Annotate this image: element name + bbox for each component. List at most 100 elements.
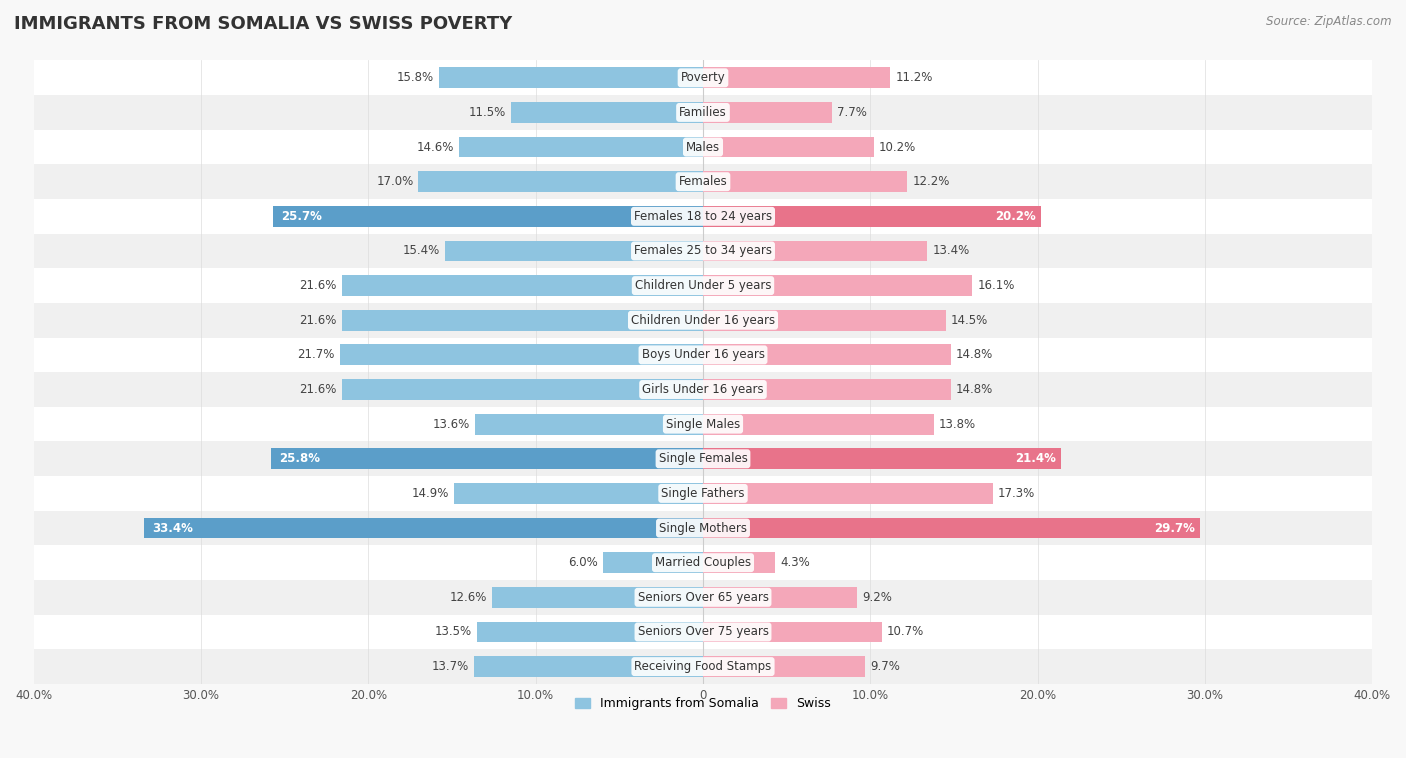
Text: 13.8%: 13.8% (939, 418, 976, 431)
Text: Girls Under 16 years: Girls Under 16 years (643, 383, 763, 396)
Text: 13.5%: 13.5% (434, 625, 472, 638)
Text: 21.6%: 21.6% (299, 279, 336, 292)
Bar (510, 102, 703, 123)
Bar (34, 476, 1372, 511)
Bar (34, 130, 1372, 164)
Bar (703, 240, 928, 262)
Text: 25.8%: 25.8% (280, 453, 321, 465)
Text: 25.7%: 25.7% (281, 210, 322, 223)
Bar (703, 171, 907, 192)
Text: Females 18 to 24 years: Females 18 to 24 years (634, 210, 772, 223)
Bar (703, 206, 1040, 227)
Bar (342, 379, 703, 400)
Bar (475, 414, 703, 434)
Bar (34, 61, 1372, 95)
Text: 14.9%: 14.9% (411, 487, 449, 500)
Text: 17.0%: 17.0% (377, 175, 413, 188)
Text: 13.4%: 13.4% (932, 245, 970, 258)
Text: Females: Females (679, 175, 727, 188)
Text: Source: ZipAtlas.com: Source: ZipAtlas.com (1267, 15, 1392, 28)
Bar (273, 206, 703, 227)
Text: Receiving Food Stamps: Receiving Food Stamps (634, 660, 772, 673)
Bar (271, 449, 703, 469)
Text: 14.5%: 14.5% (950, 314, 988, 327)
Bar (703, 310, 946, 330)
Text: Single Males: Single Males (666, 418, 740, 431)
Bar (34, 441, 1372, 476)
Bar (703, 656, 865, 677)
Text: 15.8%: 15.8% (396, 71, 433, 84)
Text: 21.6%: 21.6% (299, 383, 336, 396)
Bar (703, 622, 882, 642)
Text: Children Under 16 years: Children Under 16 years (631, 314, 775, 327)
Bar (34, 650, 1372, 684)
Text: Single Mothers: Single Mothers (659, 522, 747, 534)
Text: 33.4%: 33.4% (152, 522, 193, 534)
Bar (34, 511, 1372, 545)
Text: 12.2%: 12.2% (912, 175, 949, 188)
Text: 10.7%: 10.7% (887, 625, 924, 638)
Bar (703, 67, 890, 88)
Bar (143, 518, 703, 538)
Bar (703, 449, 1062, 469)
Bar (34, 372, 1372, 407)
Text: Married Couples: Married Couples (655, 556, 751, 569)
Bar (703, 587, 858, 608)
Text: 10.2%: 10.2% (879, 140, 915, 154)
Text: 21.6%: 21.6% (299, 314, 336, 327)
Text: Males: Males (686, 140, 720, 154)
Legend: Immigrants from Somalia, Swiss: Immigrants from Somalia, Swiss (569, 692, 837, 715)
Bar (603, 553, 703, 573)
Text: 11.5%: 11.5% (468, 106, 506, 119)
Bar (34, 545, 1372, 580)
Bar (703, 344, 950, 365)
Bar (703, 553, 775, 573)
Text: 13.6%: 13.6% (433, 418, 471, 431)
Text: Single Fathers: Single Fathers (661, 487, 745, 500)
Bar (439, 67, 703, 88)
Bar (340, 344, 703, 365)
Text: 7.7%: 7.7% (837, 106, 866, 119)
Bar (342, 310, 703, 330)
Text: 11.2%: 11.2% (896, 71, 932, 84)
Text: IMMIGRANTS FROM SOMALIA VS SWISS POVERTY: IMMIGRANTS FROM SOMALIA VS SWISS POVERTY (14, 15, 512, 33)
Text: 4.3%: 4.3% (780, 556, 810, 569)
Bar (34, 268, 1372, 303)
Bar (419, 171, 703, 192)
Bar (34, 233, 1372, 268)
Bar (458, 136, 703, 158)
Bar (703, 102, 832, 123)
Bar (34, 303, 1372, 337)
Bar (342, 275, 703, 296)
Text: 29.7%: 29.7% (1154, 522, 1195, 534)
Text: 9.2%: 9.2% (862, 590, 891, 604)
Text: 14.8%: 14.8% (956, 383, 993, 396)
Bar (34, 164, 1372, 199)
Bar (703, 414, 934, 434)
Text: Seniors Over 65 years: Seniors Over 65 years (637, 590, 769, 604)
Text: 9.7%: 9.7% (870, 660, 900, 673)
Text: 16.1%: 16.1% (977, 279, 1015, 292)
Text: 14.6%: 14.6% (416, 140, 454, 154)
Bar (703, 275, 973, 296)
Text: 12.6%: 12.6% (450, 590, 486, 604)
Bar (477, 622, 703, 642)
Bar (34, 95, 1372, 130)
Text: 15.4%: 15.4% (404, 245, 440, 258)
Text: Females 25 to 34 years: Females 25 to 34 years (634, 245, 772, 258)
Bar (703, 136, 873, 158)
Text: 21.4%: 21.4% (1015, 453, 1056, 465)
Bar (703, 483, 993, 504)
Bar (703, 379, 950, 400)
Bar (454, 483, 703, 504)
Text: 6.0%: 6.0% (568, 556, 598, 569)
Text: Seniors Over 75 years: Seniors Over 75 years (637, 625, 769, 638)
Bar (34, 337, 1372, 372)
Bar (34, 580, 1372, 615)
Bar (446, 240, 703, 262)
Bar (474, 656, 703, 677)
Bar (492, 587, 703, 608)
Text: 20.2%: 20.2% (995, 210, 1036, 223)
Text: Families: Families (679, 106, 727, 119)
Text: 21.7%: 21.7% (298, 349, 335, 362)
